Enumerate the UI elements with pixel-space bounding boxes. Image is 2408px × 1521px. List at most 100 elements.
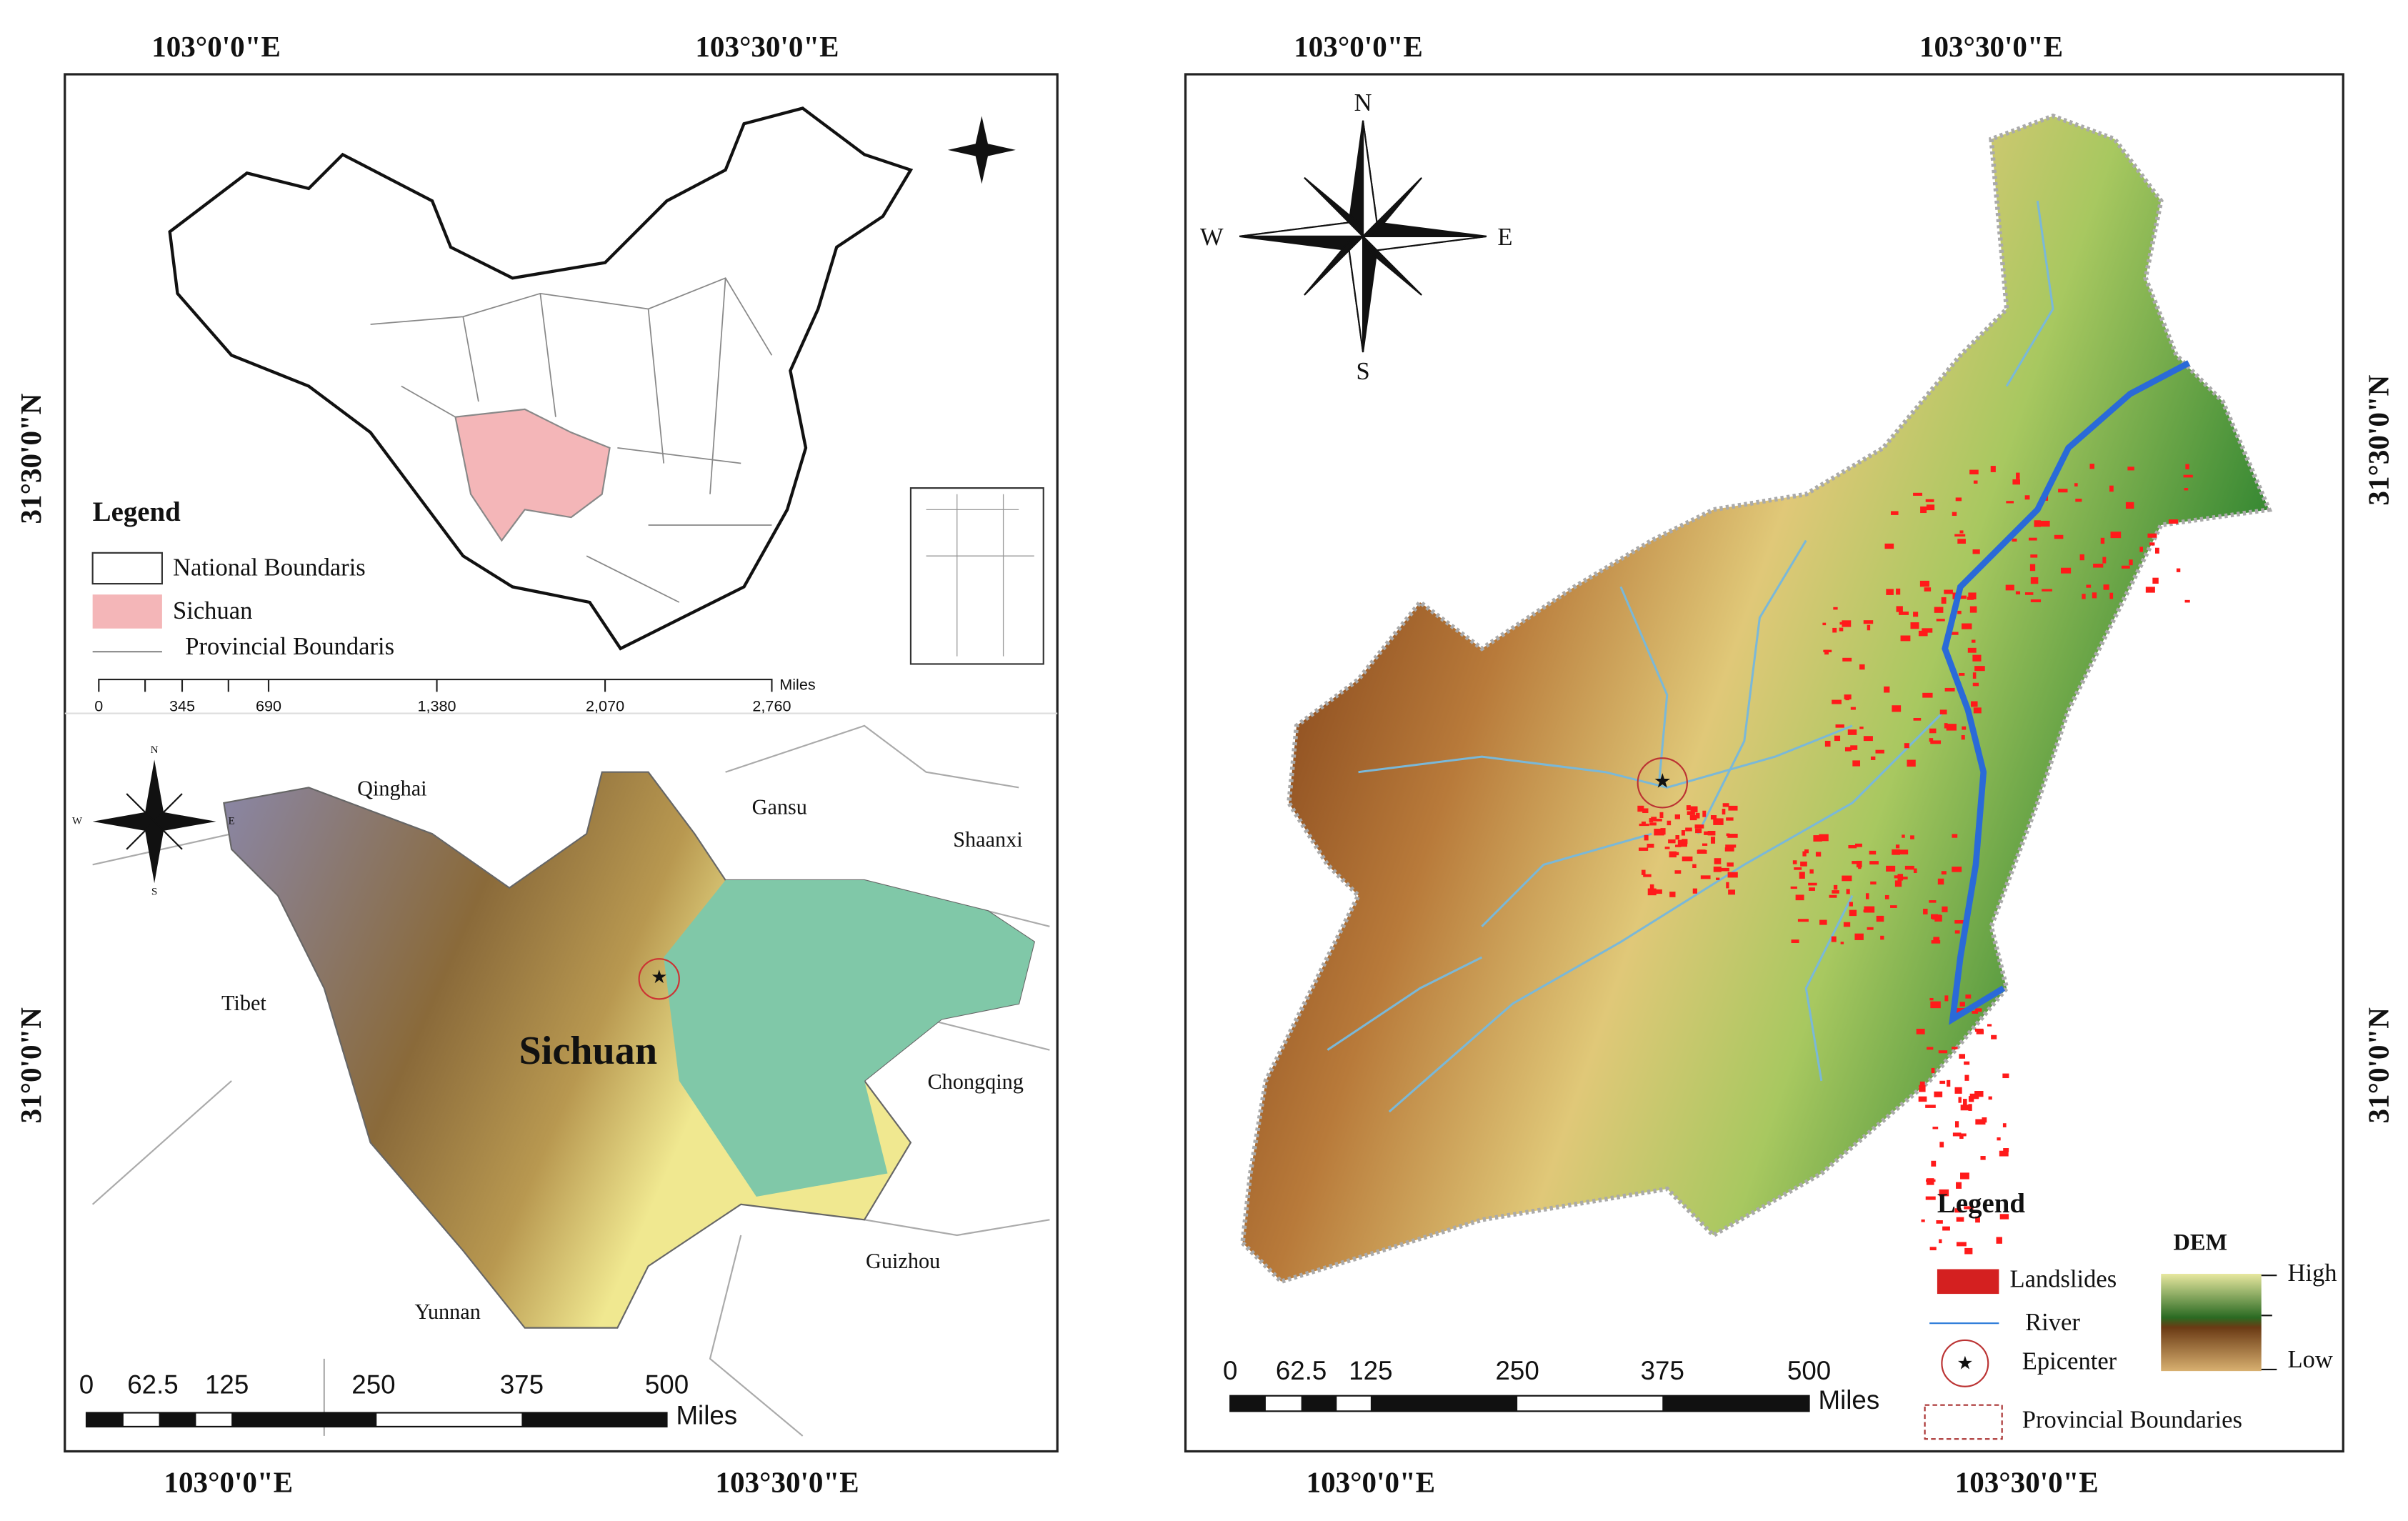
landslide bbox=[1967, 597, 1974, 600]
province-label: Yunnan bbox=[414, 1300, 480, 1324]
landslide bbox=[1965, 994, 1972, 999]
compass-letter: N bbox=[151, 744, 159, 756]
landslide bbox=[1907, 759, 1916, 767]
legend-swatch bbox=[1937, 1269, 1999, 1295]
landslide bbox=[1972, 1010, 1979, 1014]
landslide bbox=[1819, 834, 1829, 842]
landslide bbox=[1964, 1074, 1969, 1081]
landslide bbox=[1929, 997, 1934, 1001]
landslide bbox=[1687, 811, 1695, 815]
landslide bbox=[2074, 483, 2078, 487]
landslide bbox=[1714, 858, 1722, 864]
landslide bbox=[2029, 564, 2036, 572]
landslide bbox=[1960, 1172, 1969, 1180]
landslide bbox=[1957, 610, 1962, 614]
landslide bbox=[1910, 622, 1919, 629]
landslide bbox=[1852, 760, 1861, 767]
landslide bbox=[2086, 584, 2092, 588]
landslide bbox=[1938, 1050, 1948, 1054]
province-label: Sichuan bbox=[519, 1029, 658, 1073]
landslide bbox=[1849, 902, 1853, 907]
sichuan-basin bbox=[664, 879, 1034, 1197]
landslide bbox=[1674, 870, 1682, 874]
landslide bbox=[1822, 622, 1827, 626]
scale-label: 690 bbox=[256, 697, 281, 715]
landslide bbox=[2183, 474, 2193, 478]
landslide bbox=[1910, 835, 1914, 839]
epicenter-star: ★ bbox=[651, 967, 667, 987]
landslide bbox=[1870, 756, 1876, 760]
landslide bbox=[1842, 620, 1852, 627]
landslide bbox=[1931, 940, 1941, 944]
scale-label: 500 bbox=[645, 1370, 689, 1399]
landslide bbox=[1913, 717, 1922, 721]
landslide bbox=[1886, 589, 1894, 595]
landslide bbox=[1952, 592, 1957, 599]
landslide bbox=[2040, 520, 2050, 527]
landslide bbox=[2149, 542, 2155, 546]
landslide bbox=[1722, 803, 1729, 807]
landslide bbox=[1824, 649, 1829, 655]
landslide bbox=[1713, 818, 1724, 825]
landslide bbox=[1921, 1219, 1925, 1222]
landslide bbox=[1639, 847, 1649, 851]
landslide bbox=[1954, 1121, 1959, 1128]
scale-label: 2,070 bbox=[586, 697, 624, 715]
landslide bbox=[1929, 728, 1937, 734]
province-label: Qinghai bbox=[357, 777, 426, 801]
landslide bbox=[2016, 472, 2020, 479]
landslide bbox=[1924, 587, 1932, 592]
coord: 103°30'0"E bbox=[715, 1465, 859, 1498]
landslide bbox=[1649, 822, 1657, 826]
landslide bbox=[1942, 1226, 1950, 1231]
landslide bbox=[2030, 599, 2042, 602]
landslide bbox=[1974, 1028, 1984, 1032]
landslide bbox=[1643, 874, 1652, 877]
landslide bbox=[1894, 875, 1898, 879]
landslide bbox=[2139, 547, 2143, 552]
landslide bbox=[1859, 727, 1864, 729]
landslide bbox=[1954, 930, 1960, 934]
landslide bbox=[2002, 1123, 2007, 1127]
landslide bbox=[1972, 682, 1979, 687]
landslide bbox=[1954, 1087, 1962, 1094]
landslide bbox=[1876, 915, 1884, 922]
landslide bbox=[1925, 499, 1934, 502]
legend-item: Sichuan bbox=[173, 597, 252, 624]
landslide bbox=[1898, 849, 1909, 854]
landslide bbox=[2054, 534, 2064, 539]
scale-label: 62.5 bbox=[127, 1370, 178, 1399]
landslide bbox=[1682, 839, 1688, 844]
landslide bbox=[2061, 567, 2072, 574]
landslide bbox=[1852, 861, 1857, 864]
landslide bbox=[1884, 543, 1894, 549]
landslide bbox=[1923, 908, 1928, 914]
landslide bbox=[1975, 1216, 1980, 1223]
landslide bbox=[1847, 729, 1857, 735]
landslide bbox=[1913, 868, 1917, 874]
landslide bbox=[1660, 828, 1666, 835]
scale-label: 250 bbox=[1496, 1356, 1539, 1385]
landslide bbox=[1649, 818, 1654, 823]
landslide bbox=[1867, 927, 1874, 930]
landslide bbox=[1845, 697, 1849, 701]
landslide bbox=[1932, 1127, 1939, 1129]
landslide bbox=[1956, 1242, 1967, 1247]
landslide bbox=[1682, 856, 1693, 862]
landslide bbox=[1815, 852, 1822, 857]
epicenter-marker bbox=[638, 958, 680, 1000]
scale-label: 125 bbox=[205, 1370, 249, 1399]
landslide bbox=[1927, 1047, 1934, 1050]
landslide bbox=[1722, 809, 1726, 815]
landslide bbox=[1702, 810, 1707, 817]
compass-letter: S bbox=[151, 887, 157, 898]
landslide bbox=[1968, 1096, 1974, 1102]
landslide bbox=[1700, 875, 1711, 879]
legend-item: Provincial Boundaris bbox=[185, 633, 394, 660]
province-label: Chongqing bbox=[927, 1069, 1023, 1094]
legend-item: River bbox=[2025, 1309, 2080, 1336]
landslide bbox=[1964, 1206, 1974, 1210]
landslide bbox=[2042, 589, 2052, 592]
landslide bbox=[2176, 568, 2181, 572]
landslide bbox=[1918, 1096, 1927, 1102]
